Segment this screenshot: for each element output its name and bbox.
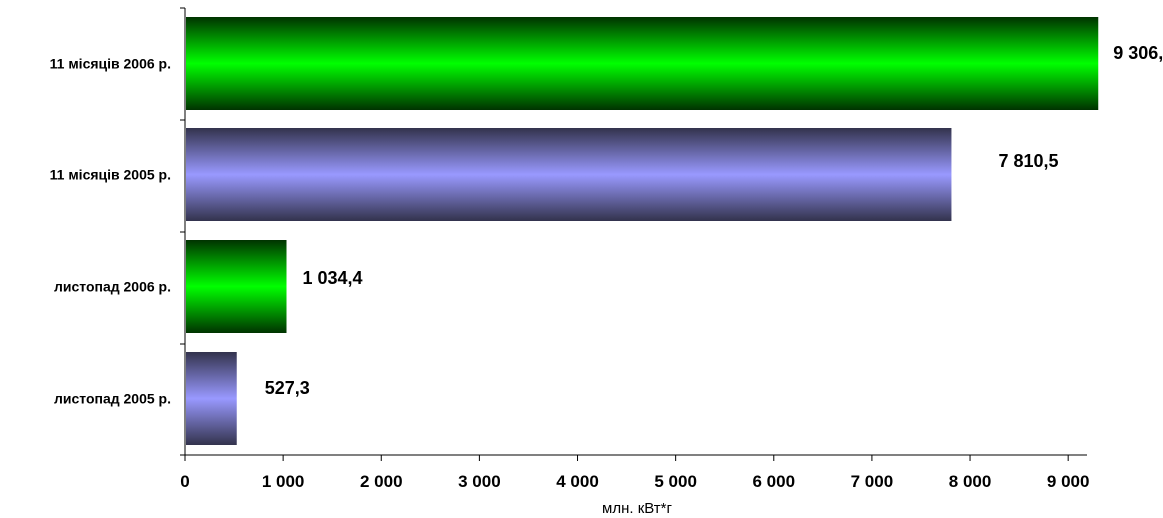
- x-tick-label-8: 7 000: [851, 472, 894, 491]
- x-axis-title: млн. кВт*г: [602, 500, 672, 517]
- bar-4: [186, 352, 237, 445]
- category-label-1: 11 місяців 2006 р.: [50, 56, 171, 72]
- value-label-2: 7 810,5: [998, 151, 1058, 171]
- value-labels-layer: 9 306,6 7 810,5 1 034,4 527,3: [265, 43, 1163, 398]
- x-ticks-layer: 0 1 000 2 000 3 000 4 000 5 000 6 000 7 000 8 00…: [180, 7, 1090, 491]
- x-tick-label-4: 3 000: [458, 472, 501, 491]
- bar-2: [186, 128, 952, 221]
- bar-1: [186, 17, 1099, 110]
- category-label-2: 11 місяців 2005 р.: [50, 167, 171, 183]
- x-tick-label-9: 8 000: [949, 472, 992, 491]
- x-tick-label-1: 0: [180, 472, 189, 491]
- x-tick-label-10: 9 000: [1047, 472, 1090, 491]
- x-tick-label-3: 2 000: [360, 472, 403, 491]
- category-label-3: листопад 2006 р.: [54, 279, 171, 295]
- x-tick-label-6: 5 000: [654, 472, 697, 491]
- x-tick-label-5: 4 000: [556, 472, 599, 491]
- value-label-3: 1 034,4: [303, 268, 363, 288]
- x-tick-label-2: 1 000: [262, 472, 305, 491]
- value-label-1: 9 306,6: [1113, 43, 1163, 63]
- category-labels-layer: 11 місяців 2006 р. 11 місяців 2005 р. лист…: [50, 56, 171, 407]
- category-label-4: листопад 2005 р.: [54, 391, 171, 407]
- bar-3: [186, 240, 287, 333]
- value-label-4: 527,3: [265, 378, 310, 398]
- bars-layer: [186, 17, 1099, 445]
- x-tick-label-7: 6 000: [753, 472, 796, 491]
